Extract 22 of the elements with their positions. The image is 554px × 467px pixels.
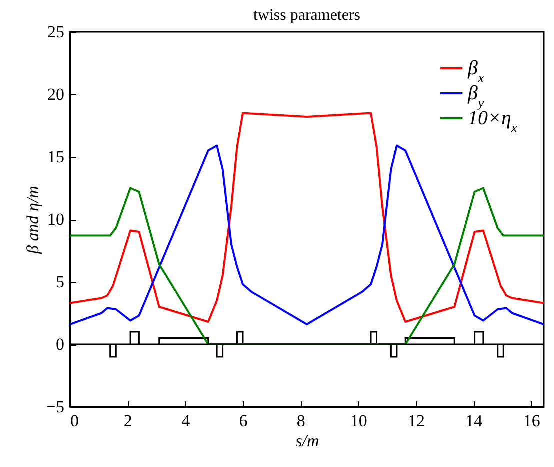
x-tick-label: 2: [124, 412, 132, 430]
x-tick-label: 12: [408, 412, 425, 430]
line-series: [70, 112, 544, 323]
y-tick-label: 15: [48, 148, 64, 166]
x-axis-title: s/m: [296, 432, 320, 450]
x-tick-label: 14: [466, 412, 484, 430]
y-axis-title: β and η/m: [23, 186, 42, 255]
x-tick-label: 10: [350, 412, 368, 430]
x-tick-label: 8: [296, 412, 306, 430]
x-tick-label: 16: [523, 412, 540, 430]
y-tick-label: 25: [48, 22, 64, 42]
y-tick-label: 5: [56, 272, 64, 292]
x-tick-label: 4: [182, 412, 191, 430]
x-tick-label: 6: [239, 412, 248, 430]
y-tick-label: 20: [48, 85, 64, 104]
y-tick-label: 0: [56, 335, 64, 354]
line-series: [70, 144, 544, 326]
x-tick-label: 0: [70, 412, 79, 430]
line-series: [70, 187, 544, 346]
chart-title: twiss parameters: [252, 6, 362, 26]
y-tick-label: 10: [48, 210, 64, 229]
y-tick-label: −5: [46, 398, 64, 416]
